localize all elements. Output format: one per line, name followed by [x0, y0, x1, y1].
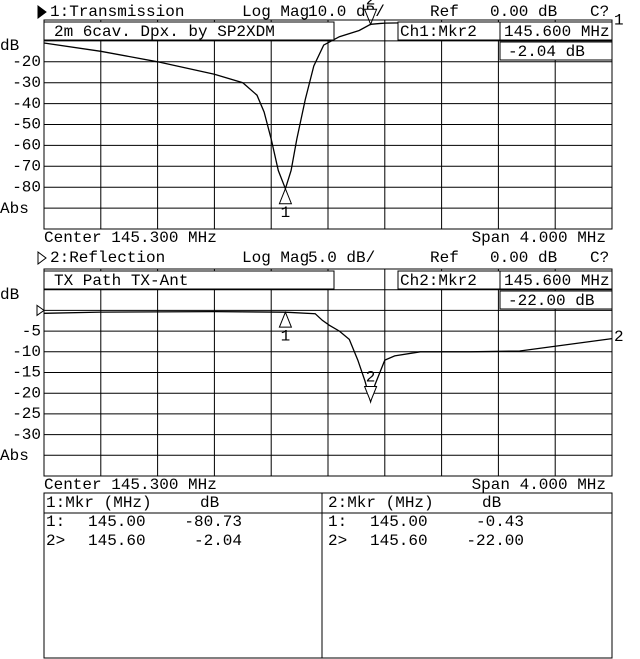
ref-label: Ref [430, 3, 459, 21]
table-cell: 145.60 [370, 532, 428, 550]
y-tick-label: -70 [12, 158, 41, 176]
readout-channel: Ch2:Mkr2 [400, 272, 477, 290]
table-cell: -80.73 [184, 513, 242, 531]
readout-frequency: 145.600 MHz [504, 23, 610, 41]
format-label: Abs [0, 200, 29, 218]
y-tick-label: -30 [12, 426, 41, 444]
table-cell: 2> [46, 532, 65, 550]
ref-label: Ref [430, 249, 459, 267]
y-tick-label: -30 [12, 74, 41, 92]
table-header: 1:Mkr (MHz) [46, 494, 152, 512]
y-tick-label: -20 [12, 53, 41, 71]
center-frequency: Center 145.300 MHz [44, 476, 217, 494]
span: Span 4.000 MHz [472, 229, 606, 247]
readout-frequency: 145.600 MHz [504, 272, 610, 290]
trace-label: 2 [614, 328, 624, 346]
trace-label: 1 [614, 11, 624, 29]
format-label: Abs [0, 447, 29, 465]
marker-label: 1 [281, 327, 291, 345]
channel-title: 1:Transmission [50, 3, 184, 21]
table-header: dB [482, 494, 501, 512]
table-cell: 1: [46, 513, 65, 531]
channel-indicator [37, 5, 47, 19]
reference: 0.00 dB [490, 3, 557, 21]
table-cell: 145.00 [370, 513, 428, 531]
marker-table [43, 492, 613, 659]
y-tick-label: -80 [12, 178, 41, 196]
format: Log Mag [242, 249, 309, 267]
table-cell: 1: [328, 513, 347, 531]
readout-value: -2.04 dB [508, 43, 585, 61]
scale: 5.0 dB/ [308, 249, 375, 267]
span: Span 4.000 MHz [472, 476, 606, 494]
annotation: 2m 6cav. Dpx. by SP2XDM [54, 23, 275, 41]
channel-indicator [37, 251, 47, 265]
table-cell: 145.60 [88, 532, 146, 550]
marker-label: 2 [366, 0, 376, 9]
y-axis-label: dB [0, 37, 19, 55]
y-tick-label: -20 [12, 384, 41, 402]
y-tick-label: -40 [12, 95, 41, 113]
readout-channel: Ch1:Mkr2 [400, 23, 477, 41]
marker [278, 187, 293, 205]
marker-label: 1 [281, 204, 291, 222]
marker [363, 385, 378, 403]
table-cell: 2> [328, 532, 347, 550]
status: C? [590, 249, 609, 267]
y-tick-label: -10 [12, 343, 41, 361]
table-cell: 145.00 [88, 513, 146, 531]
table-header: dB [200, 494, 219, 512]
y-axis-label: dB [0, 286, 19, 304]
readout-value: -22.00 dB [508, 292, 594, 310]
trace [43, 21, 612, 191]
marker [363, 8, 378, 26]
format: Log Mag [242, 3, 309, 21]
plot-frame [43, 268, 613, 477]
scale: 10.0 dB/ [308, 3, 385, 21]
table-cell: -2.04 [194, 532, 242, 550]
reference: 0.00 dB [490, 249, 557, 267]
plot-frame [43, 19, 613, 230]
y-tick-label: -50 [12, 116, 41, 134]
annotation: TX Path TX-Ant [54, 272, 188, 290]
channel-title: 2:Reflection [50, 249, 165, 267]
marker-label: 2 [366, 369, 376, 387]
center-frequency: Center 145.300 MHz [44, 229, 217, 247]
y-tick-label: -60 [12, 137, 41, 155]
reference-pointer [36, 304, 45, 317]
y-tick-label: -25 [12, 405, 41, 423]
table-cell: -0.43 [476, 513, 524, 531]
table-cell: -22.00 [466, 532, 524, 550]
marker [278, 310, 293, 328]
table-header: 2:Mkr (MHz) [328, 494, 434, 512]
status: C? [590, 3, 609, 21]
y-tick-label: -15 [12, 364, 41, 382]
y-tick-label: -5 [22, 322, 41, 340]
